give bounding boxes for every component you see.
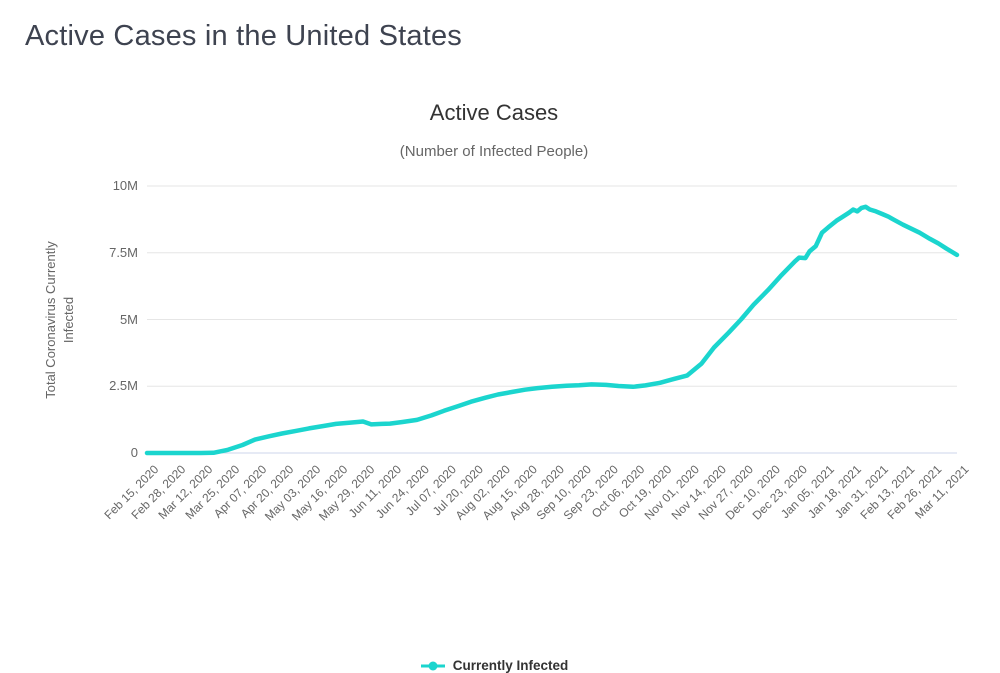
series-line-currently-infected [144, 204, 960, 456]
y-tick-label: 0 [130, 445, 138, 460]
y-tick-label: 5M [119, 311, 138, 327]
legend-item-currently-infected[interactable]: Currently Infected [25, 658, 963, 673]
legend-line-marker-icon [420, 661, 445, 670]
chart-subtitle: (Number of Infected People) [399, 143, 589, 160]
y-tick-label: 7.5M [109, 244, 138, 260]
legend-label: Currently Infected [452, 658, 569, 673]
plot-area [144, 185, 960, 456]
y-tick-label: 10M [112, 178, 138, 193]
y-tick-label: 2.5M [109, 378, 138, 394]
chart-title: Active Cases [429, 100, 559, 125]
active-cases-chart: Active Cases (Number of Infected People)… [25, 95, 975, 673]
page-title: Active Cases in the United States [25, 20, 462, 52]
